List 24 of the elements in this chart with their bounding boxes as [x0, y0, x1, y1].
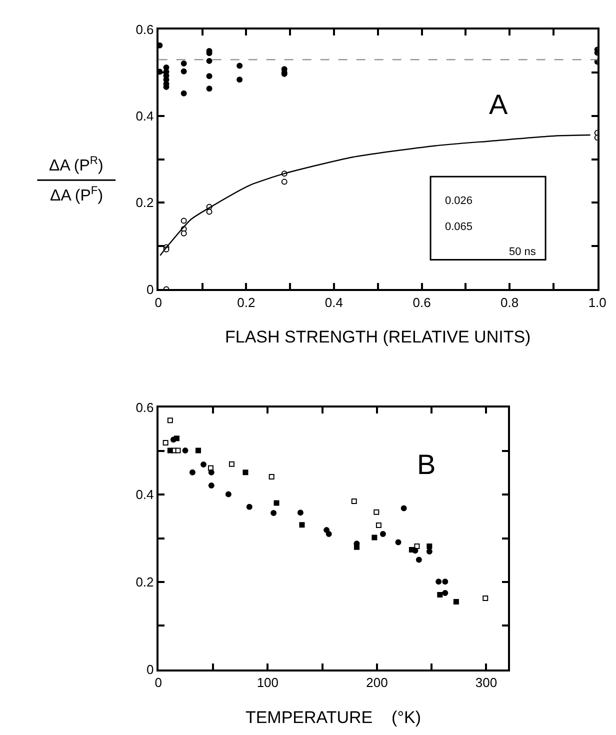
x-axis-title: TEMPERATURE (°K): [245, 708, 422, 727]
y-tick-label: 0.4: [136, 108, 154, 124]
x-tick-label: 0.6: [412, 294, 431, 310]
y-tick-label: 0.2: [136, 195, 154, 210]
x-tick-label: 0.2: [237, 294, 256, 310]
y-tick-label: 0.2: [136, 574, 154, 590]
annotation: 50 ns: [509, 246, 536, 258]
y-tick-label: 0: [146, 662, 154, 677]
x-tick-label: 0.4: [324, 294, 343, 310]
x-tick-label: 300: [475, 675, 498, 690]
y-tick-label: 0.6: [136, 400, 154, 415]
x-tick-label: 200: [366, 675, 388, 690]
text: B: [417, 449, 436, 480]
x-tick-label: 0.8: [500, 294, 519, 310]
annotation: 0.065: [445, 221, 473, 233]
y-tick-label: 0.4: [136, 487, 154, 502]
y-tick-label: 0.6: [136, 22, 154, 37]
x-tick-label: 100: [256, 675, 279, 690]
x-tick-label: 1.0: [588, 294, 606, 310]
y-axis-title: ΔA (P$^{R}$) ΔA (P$^{F}$): [49, 155, 104, 205]
x-axis-title: FLASH STRENGTH (RELATIVE UNITS): [225, 328, 531, 347]
annotation: 0.026: [445, 195, 473, 207]
y-tick-label: 0: [146, 282, 154, 297]
text: A: [489, 89, 508, 120]
